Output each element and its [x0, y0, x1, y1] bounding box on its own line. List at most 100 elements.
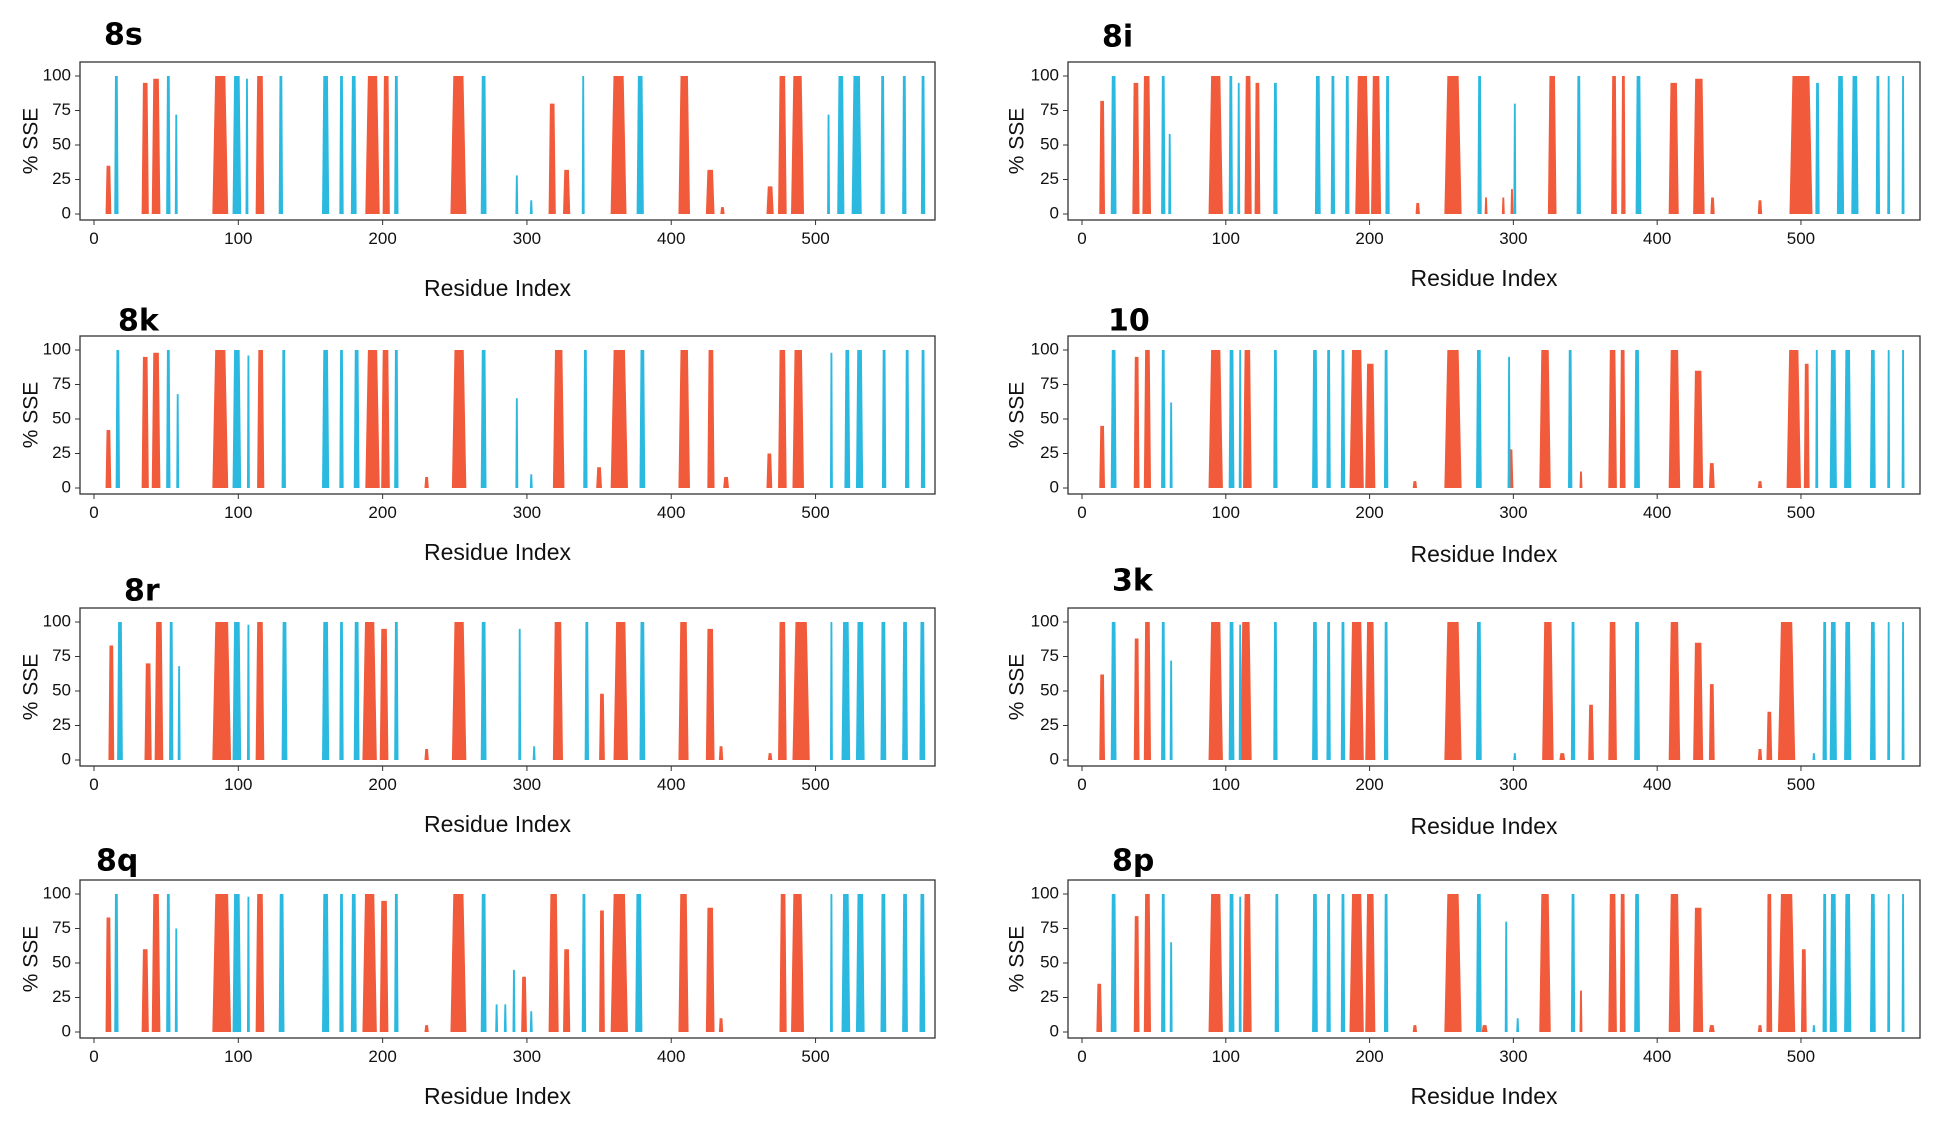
sse-area-strand — [353, 350, 360, 488]
sse-area-strand — [1168, 133, 1172, 214]
x-axis-title: Residue Index — [424, 1083, 572, 1109]
sse-area-strand — [114, 894, 119, 1032]
sse-area-helix — [548, 894, 559, 1032]
sse-area-strand — [1887, 894, 1891, 1032]
sse-area-helix — [362, 894, 377, 1032]
panel-title: 8q — [96, 844, 138, 879]
sse-area-helix — [1133, 916, 1140, 1032]
sse-area-helix — [548, 103, 556, 214]
sse-area-strand — [322, 350, 330, 488]
plot-frame — [1067, 879, 1921, 1039]
sse-area-strand — [1273, 350, 1278, 488]
sse-area-helix — [257, 350, 265, 488]
y-tick-label: 50 — [52, 680, 71, 699]
sse-area-helix — [678, 894, 689, 1032]
sse-area-strand — [1330, 76, 1336, 214]
sse-area-helix — [1542, 622, 1554, 760]
sse-area-helix — [1668, 622, 1681, 760]
sse-area-strand — [1812, 1025, 1816, 1032]
sse-area-helix — [1143, 894, 1152, 1032]
sse-area-strand — [278, 76, 284, 214]
sse-area-helix — [1349, 622, 1364, 760]
y-tick-label: 25 — [1040, 987, 1059, 1006]
sse-area-helix — [1444, 76, 1462, 214]
series-strand — [1110, 76, 1905, 215]
sse-area-strand — [1383, 350, 1389, 488]
sse-area-strand — [1237, 82, 1241, 215]
x-tick-label: 400 — [657, 1047, 685, 1066]
x-tick-label: 500 — [801, 775, 829, 794]
sse-area-strand — [174, 928, 178, 1032]
x-tick-label: 500 — [801, 1047, 829, 1066]
sse-area-strand — [1829, 622, 1837, 760]
x-tick-label: 300 — [1499, 503, 1527, 522]
sse-area-helix — [778, 622, 787, 760]
panel-title: 8r — [124, 574, 160, 609]
sse-area-helix — [610, 894, 628, 1032]
series-helix — [105, 350, 805, 488]
sse-area-strand — [855, 350, 864, 488]
series-strand — [114, 894, 926, 1032]
series-strand — [1110, 350, 1905, 488]
sse-area-strand — [350, 76, 357, 214]
sse-area-strand — [827, 114, 830, 214]
y-tick-label: 100 — [1031, 883, 1059, 902]
sse-area-helix — [108, 645, 115, 760]
sse-area-helix — [778, 350, 787, 488]
sse-area-helix — [1099, 674, 1106, 760]
sse-area-strand — [584, 622, 589, 760]
sse-area-helix — [1208, 894, 1223, 1032]
sse-area-strand — [880, 894, 887, 1032]
sse-area-helix — [1444, 894, 1462, 1032]
sse-area-helix — [151, 78, 161, 214]
sse-area-strand — [844, 350, 851, 488]
x-axis-title: Residue Index — [1410, 265, 1558, 291]
sse-area-strand — [919, 622, 926, 760]
sse-area-strand — [1326, 350, 1331, 488]
sse-area-helix — [599, 693, 605, 760]
sse-area-helix — [1757, 748, 1763, 760]
sse-area-helix — [705, 169, 715, 214]
sse-area-strand — [1576, 76, 1581, 214]
sse-area-strand — [1312, 622, 1318, 760]
sse-area-helix — [720, 207, 725, 214]
sse-area-helix — [1412, 1025, 1418, 1032]
sse-area-strand — [1161, 622, 1166, 760]
x-axis-title: Residue Index — [1410, 813, 1558, 839]
sse-area-strand — [532, 746, 536, 760]
x-tick-label: 0 — [89, 1047, 98, 1066]
x-tick-label: 400 — [1643, 775, 1671, 794]
panel-title: 10 — [1108, 304, 1150, 339]
y-tick-label: 0 — [62, 749, 71, 768]
sse-area-strand — [1887, 76, 1891, 214]
sse-area-helix — [1547, 76, 1557, 214]
x-tick-label: 100 — [1212, 229, 1240, 248]
sse-area-helix — [1208, 622, 1223, 760]
sse-area-strand — [1570, 622, 1576, 760]
sse-area-helix — [451, 350, 467, 488]
panel-title: 8k — [118, 304, 160, 339]
sse-area-helix — [1243, 894, 1252, 1032]
sse-area-strand — [636, 76, 644, 214]
x-tick-label: 200 — [368, 775, 396, 794]
y-axis-title: % SSE — [20, 108, 43, 175]
sse-area-helix — [1621, 76, 1626, 214]
sse-area-strand — [1568, 350, 1573, 488]
sse-area-helix — [141, 949, 149, 1032]
x-tick-label: 200 — [368, 1047, 396, 1066]
x-tick-label: 0 — [1077, 503, 1086, 522]
sse-area-strand — [176, 394, 180, 488]
sse-area-strand — [1815, 82, 1820, 215]
sse-area-helix — [1693, 642, 1704, 760]
sse-area-strand — [1228, 894, 1235, 1032]
sse-area-strand — [1326, 894, 1331, 1032]
sse-area-strand — [829, 894, 833, 1032]
sse-area-strand — [1345, 76, 1350, 214]
sse-area-helix — [1501, 197, 1505, 214]
sse-area-strand — [232, 622, 242, 760]
sse-area-strand — [1314, 76, 1321, 214]
sse-area-helix — [151, 894, 161, 1032]
sse-area-strand — [1851, 76, 1859, 214]
y-tick-label: 100 — [1031, 65, 1059, 84]
